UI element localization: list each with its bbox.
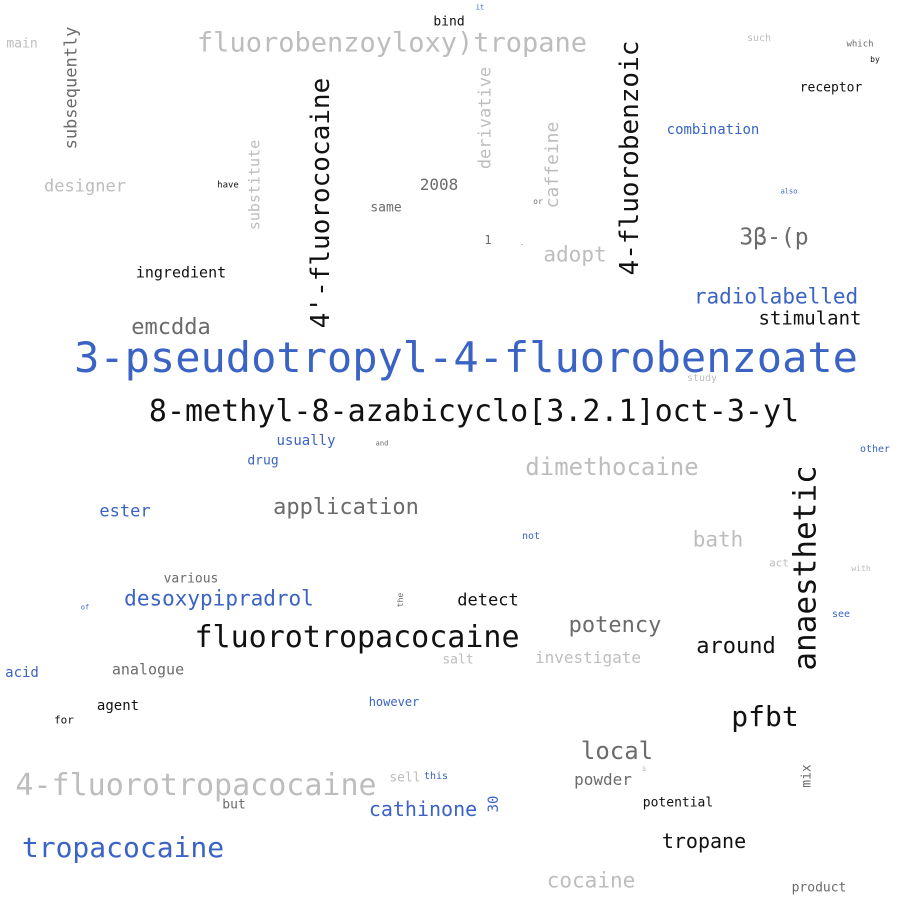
word-cloud-word: or bbox=[533, 197, 543, 206]
word-cloud-word: 1 bbox=[484, 233, 492, 247]
word-cloud-word: acid bbox=[5, 665, 39, 681]
word-cloud-word: around bbox=[696, 634, 776, 659]
word-cloud-word: designer bbox=[44, 176, 126, 197]
word-cloud-word: for bbox=[54, 713, 74, 727]
word-cloud-word: investigate bbox=[535, 648, 641, 667]
word-cloud-word: see bbox=[831, 609, 851, 620]
word-cloud-word: usually bbox=[276, 433, 336, 449]
word-cloud-word: not bbox=[521, 531, 541, 542]
word-cloud-word: agent bbox=[96, 698, 140, 714]
word-cloud-word: but bbox=[222, 797, 246, 813]
word-cloud-word: this bbox=[423, 771, 449, 782]
word-cloud-word: bath bbox=[692, 527, 744, 552]
word-cloud-word: other bbox=[859, 444, 891, 455]
word-cloud-word: of bbox=[80, 603, 90, 612]
word-cloud-word: 3β-(p bbox=[739, 224, 809, 251]
word-cloud-word: anaesthetic bbox=[787, 465, 824, 671]
word-cloud-word: mix bbox=[799, 764, 815, 788]
word-cloud-word: s bbox=[641, 764, 647, 773]
word-cloud-word: substitute bbox=[245, 139, 264, 231]
word-cloud-word: salt bbox=[442, 652, 474, 668]
word-cloud-word: cathinone bbox=[368, 797, 478, 821]
word-cloud-word: bind bbox=[433, 14, 465, 30]
word-cloud-word: receptor bbox=[799, 80, 863, 96]
word-cloud-word: the bbox=[396, 592, 405, 608]
word-cloud-word: it bbox=[475, 3, 485, 12]
word-cloud-word: cocaine bbox=[546, 868, 636, 893]
word-cloud-word: 4-fluorotropacocaine bbox=[15, 768, 377, 803]
word-cloud-word: derivative bbox=[475, 66, 496, 170]
word-cloud-word: 4'-fluorococaine bbox=[306, 77, 336, 329]
word-cloud-word: 3-pseudotropyl-4-fluorobenzoate bbox=[74, 333, 858, 382]
word-cloud-word: 2008 bbox=[419, 175, 459, 194]
word-cloud-word: application bbox=[273, 495, 419, 520]
word-cloud-word: have bbox=[217, 180, 239, 191]
word-cloud-word: emcdda bbox=[131, 315, 211, 340]
word-cloud-word: fluorobenzoyloxy)tropane bbox=[196, 27, 588, 59]
word-cloud-word: adopt bbox=[543, 242, 607, 267]
word-cloud-word: various bbox=[163, 571, 219, 587]
word-cloud-word: stimulant bbox=[758, 307, 862, 330]
word-cloud-word: fluorotropacocaine bbox=[194, 620, 520, 655]
word-cloud-word: also bbox=[780, 187, 798, 196]
word-cloud-word: - bbox=[520, 241, 524, 248]
word-cloud-word: 4-fluorobenzoic bbox=[615, 40, 645, 276]
word-cloud-word: and bbox=[375, 439, 389, 448]
word-cloud-word: desoxypipradrol bbox=[124, 586, 314, 611]
word-cloud-word: detect bbox=[457, 590, 519, 611]
word-cloud-word: product bbox=[791, 880, 847, 896]
word-cloud-word: pfbt bbox=[731, 700, 799, 733]
word-cloud-word: with bbox=[851, 564, 871, 573]
word-cloud-word: tropacocaine bbox=[21, 831, 225, 864]
word-cloud-word: ester bbox=[99, 501, 151, 522]
word-cloud-word: drug bbox=[247, 453, 279, 469]
word-cloud-word: however bbox=[368, 695, 420, 709]
word-cloud-word: 8-methyl-8-azabicyclo[3.2.1]oct-3-yl bbox=[148, 394, 800, 429]
word-cloud-word: same bbox=[370, 200, 402, 216]
word-cloud-word: caffeine bbox=[542, 121, 563, 209]
word-cloud-word: act bbox=[769, 556, 789, 570]
word-cloud-word: 30 bbox=[486, 795, 502, 813]
word-cloud-word: combination bbox=[666, 122, 760, 138]
word-cloud-word: local bbox=[580, 737, 654, 765]
word-cloud-word: which bbox=[846, 39, 874, 50]
word-cloud-word: analogue bbox=[111, 660, 185, 679]
word-cloud-word: potency bbox=[568, 613, 662, 638]
word-cloud-word: main bbox=[6, 36, 38, 52]
word-cloud-word: potential bbox=[642, 795, 714, 811]
word-cloud-word: powder bbox=[574, 770, 632, 789]
word-cloud-word: tropane bbox=[661, 829, 747, 853]
word-cloud-word: ingredient bbox=[135, 263, 227, 282]
word-cloud-word: radiolabelled bbox=[693, 284, 859, 309]
word-cloud-word: by bbox=[870, 55, 880, 64]
word-cloud-word: dimethocaine bbox=[525, 453, 699, 481]
word-cloud-word: study bbox=[686, 373, 718, 384]
word-cloud-word: sell bbox=[389, 770, 421, 786]
word-cloud-word: subsequently bbox=[61, 26, 82, 150]
word-cloud-word: such bbox=[746, 33, 772, 44]
